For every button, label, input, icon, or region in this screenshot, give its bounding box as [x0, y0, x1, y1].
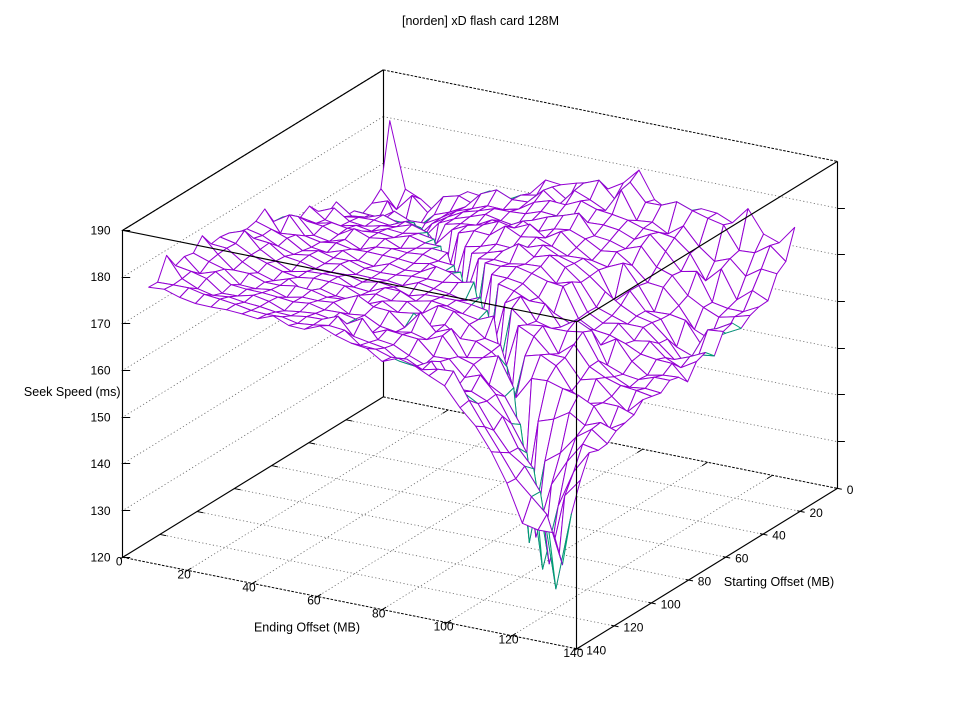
svg-text:60: 60: [735, 552, 749, 566]
svg-text:0: 0: [847, 483, 854, 497]
svg-text:190: 190: [90, 224, 110, 238]
svg-text:80: 80: [372, 607, 386, 621]
svg-text:Ending Offset (MB): Ending Offset (MB): [254, 621, 360, 635]
svg-text:180: 180: [90, 270, 110, 284]
svg-text:20: 20: [177, 567, 191, 581]
svg-text:150: 150: [90, 410, 110, 424]
svg-text:40: 40: [242, 580, 256, 594]
svg-text:140: 140: [90, 457, 110, 471]
svg-text:120: 120: [90, 551, 110, 565]
svg-text:20: 20: [810, 506, 824, 520]
svg-text:160: 160: [90, 364, 110, 378]
svg-text:60: 60: [307, 594, 321, 608]
svg-text:100: 100: [434, 620, 454, 634]
svg-text:Seek Speed (ms): Seek Speed (ms): [24, 385, 121, 399]
svg-text:Starting Offset (MB): Starting Offset (MB): [724, 575, 834, 589]
svg-text:120: 120: [623, 620, 643, 634]
svg-text:130: 130: [90, 504, 110, 518]
svg-text:100: 100: [661, 598, 681, 612]
svg-text:0: 0: [116, 554, 123, 568]
svg-text:80: 80: [698, 575, 712, 589]
svg-text:120: 120: [498, 633, 518, 647]
svg-text:140: 140: [586, 643, 606, 657]
svg-text:40: 40: [772, 529, 786, 543]
svg-text:170: 170: [90, 317, 110, 331]
svg-text:140: 140: [563, 646, 583, 660]
svg-text:[norden] xD flash card 128M: [norden] xD flash card 128M: [402, 14, 559, 28]
